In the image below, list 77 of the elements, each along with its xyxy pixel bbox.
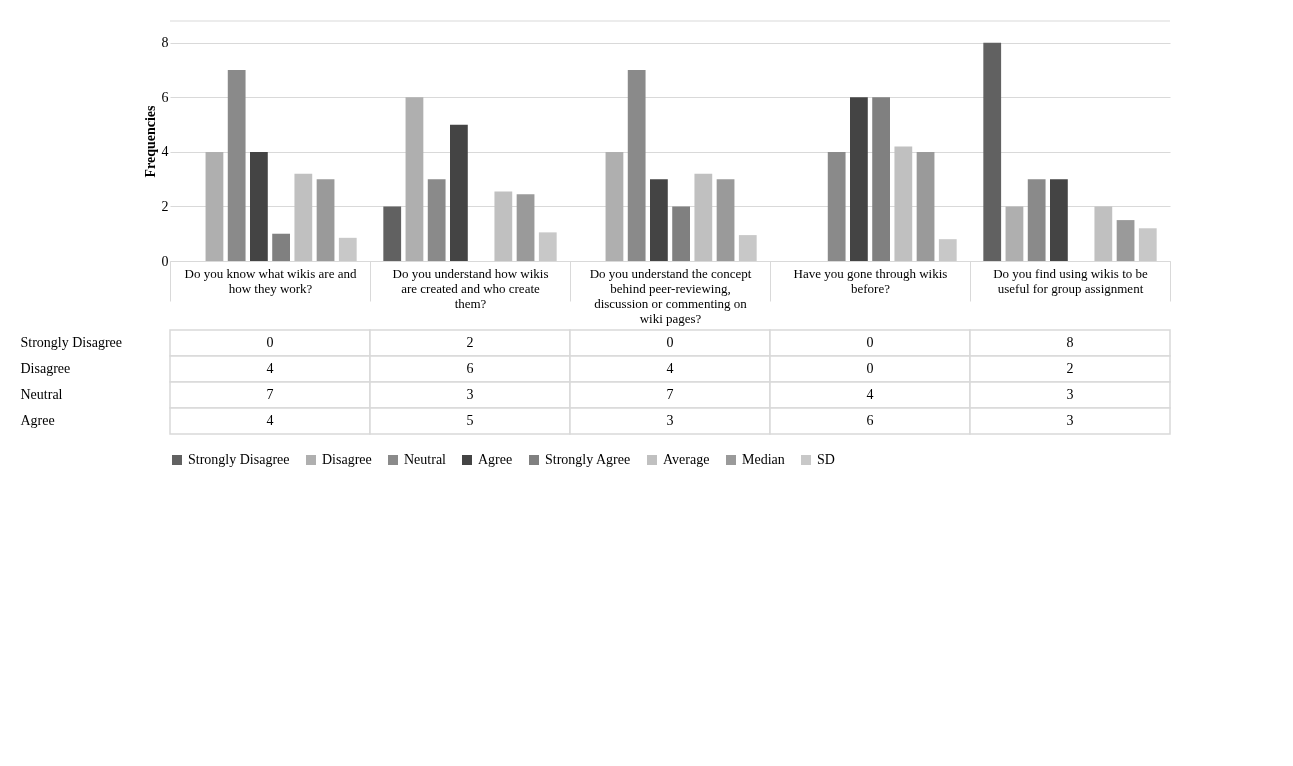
bar (450, 124, 468, 261)
y-tick-label: 0 (161, 253, 169, 269)
bar (627, 70, 646, 261)
bar (916, 151, 935, 261)
data-label: 6 (466, 361, 474, 376)
y-tick-label: 6 (161, 89, 169, 105)
bar (894, 146, 913, 261)
data-label: 4 (866, 387, 874, 402)
bar (538, 232, 557, 261)
data-label: 0 (866, 361, 874, 376)
bar (1027, 179, 1046, 261)
data-label: 0 (866, 335, 874, 350)
legend-label: Strongly Agree (545, 452, 631, 467)
bar (316, 179, 335, 261)
bar (850, 97, 868, 261)
bar (405, 97, 424, 261)
bar (872, 97, 890, 261)
bar (383, 206, 402, 261)
y-axis-title: Frequencies (142, 104, 158, 178)
data-label: 0 (266, 335, 274, 350)
bar (227, 70, 246, 261)
data-label: 8 (1066, 335, 1074, 350)
legend-label: Neutral (404, 452, 447, 467)
data-label: 3 (1066, 387, 1074, 402)
bar (205, 151, 224, 261)
x-tick-label: Have you gone through wikis before? (793, 265, 948, 296)
data-label: 3 (666, 413, 674, 428)
bar (605, 151, 624, 261)
legend-label: Disagree (322, 452, 372, 467)
data-label: 4 (666, 361, 674, 376)
legend-label: Strongly Disagree (188, 452, 290, 467)
bar (672, 206, 690, 261)
x-tick-label: Do you know what wikis are and how they work? (184, 265, 357, 296)
legend-label: Median (742, 452, 785, 467)
text: Agree (20, 413, 55, 428)
bar (338, 237, 357, 261)
bar (1050, 179, 1068, 261)
text: Neutral (20, 387, 63, 402)
data-label: 2 (1066, 361, 1074, 376)
bar (494, 191, 513, 261)
data-label: 4 (266, 413, 274, 428)
bar (516, 194, 535, 261)
text: Strongly Disagree (20, 335, 122, 350)
data-label: 6 (866, 413, 874, 428)
data-label: 5 (466, 413, 474, 428)
bar (738, 235, 757, 261)
data-label: 4 (266, 361, 274, 376)
bar (1116, 220, 1135, 261)
data-label: 0 (666, 335, 674, 350)
bar (938, 239, 957, 261)
x-tick-label: Do you find using wikis to be useful for group assignment (993, 265, 1148, 296)
y-tick-label: 4 (161, 144, 169, 160)
legend-label: SD (817, 452, 835, 467)
text: Disagree (20, 361, 71, 376)
y-tick-label: 2 (161, 198, 169, 214)
y-tick-label: 8 (161, 35, 169, 51)
bar (294, 173, 313, 261)
bar (827, 151, 846, 261)
bar (427, 179, 446, 261)
bar (694, 173, 713, 261)
bar (1138, 228, 1157, 261)
data-label: 7 (266, 387, 274, 402)
data-label: 7 (666, 387, 674, 402)
data-label: 3 (1066, 413, 1074, 428)
x-tick-label: Do you understand how wikis are created and who create them? (392, 265, 549, 311)
data-label: 3 (466, 387, 474, 402)
data-label: 2 (466, 335, 474, 350)
bar (650, 179, 668, 261)
bar (1094, 206, 1113, 261)
bar (716, 179, 735, 261)
legend-label: Agree (478, 452, 513, 467)
x-tick-label: Do you understand the concept behind peer-reviewing, discussion or commenting on wiki pages? (589, 265, 752, 326)
bar (983, 42, 1002, 261)
bar (272, 233, 290, 261)
bar (250, 151, 268, 261)
bar (1005, 206, 1024, 261)
legend-label: Average (663, 452, 710, 467)
